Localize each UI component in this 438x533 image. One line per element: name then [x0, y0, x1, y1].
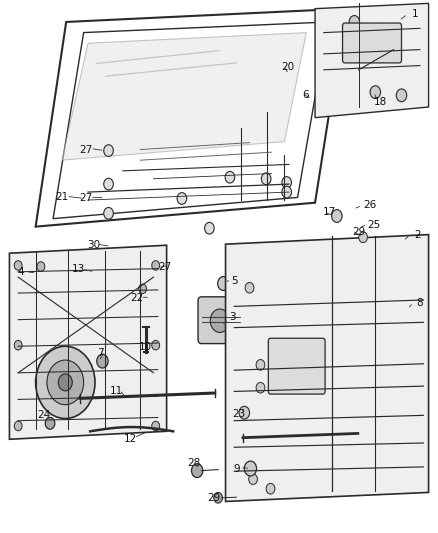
Polygon shape	[226, 235, 428, 502]
Circle shape	[239, 406, 250, 419]
Text: 29: 29	[352, 227, 365, 237]
Text: 7: 7	[97, 348, 103, 358]
Circle shape	[282, 186, 291, 198]
Circle shape	[225, 171, 235, 183]
Circle shape	[152, 421, 159, 431]
Circle shape	[282, 176, 291, 188]
Circle shape	[266, 483, 275, 494]
Circle shape	[152, 341, 159, 350]
Circle shape	[104, 207, 113, 219]
Text: 9: 9	[233, 464, 240, 473]
Text: 24: 24	[38, 410, 51, 421]
Text: 27: 27	[158, 262, 171, 271]
Text: 12: 12	[124, 434, 138, 445]
Circle shape	[359, 232, 367, 243]
Circle shape	[14, 341, 22, 350]
Text: 22: 22	[130, 293, 144, 303]
Polygon shape	[62, 33, 306, 160]
Text: 20: 20	[282, 62, 294, 72]
Circle shape	[214, 492, 223, 503]
Text: 10: 10	[139, 342, 152, 352]
Circle shape	[14, 421, 22, 431]
Text: 18: 18	[374, 96, 387, 107]
Circle shape	[256, 382, 265, 393]
Text: 2: 2	[414, 230, 421, 240]
Circle shape	[45, 417, 55, 429]
Circle shape	[35, 346, 95, 418]
Circle shape	[375, 23, 386, 36]
Text: 3: 3	[229, 312, 235, 322]
FancyBboxPatch shape	[268, 338, 325, 394]
Circle shape	[104, 145, 113, 157]
Circle shape	[205, 222, 214, 234]
Circle shape	[97, 354, 108, 368]
Circle shape	[218, 277, 229, 290]
Text: 6: 6	[302, 90, 309, 100]
Text: 8: 8	[417, 297, 423, 308]
Circle shape	[58, 374, 72, 391]
Text: 27: 27	[79, 193, 92, 204]
Circle shape	[37, 262, 45, 271]
Circle shape	[244, 461, 257, 476]
Text: 4: 4	[17, 267, 24, 277]
Text: 29: 29	[207, 492, 220, 503]
Text: 25: 25	[367, 220, 381, 230]
Text: 1: 1	[412, 9, 419, 19]
Text: 5: 5	[231, 277, 237, 286]
Circle shape	[249, 474, 258, 484]
FancyBboxPatch shape	[343, 23, 402, 63]
Circle shape	[396, 89, 407, 102]
Circle shape	[245, 282, 254, 293]
Text: 13: 13	[72, 264, 85, 274]
Circle shape	[261, 173, 271, 184]
Circle shape	[191, 464, 203, 478]
Text: 11: 11	[110, 386, 123, 397]
Circle shape	[177, 192, 187, 204]
Polygon shape	[10, 245, 166, 439]
Circle shape	[152, 261, 159, 270]
Polygon shape	[315, 3, 428, 118]
Circle shape	[349, 15, 360, 28]
Text: 21: 21	[55, 192, 68, 203]
Text: 28: 28	[187, 458, 200, 468]
FancyBboxPatch shape	[198, 297, 245, 344]
Circle shape	[47, 360, 84, 405]
Circle shape	[370, 86, 381, 99]
Text: 30: 30	[87, 240, 100, 250]
Circle shape	[256, 360, 265, 370]
Circle shape	[14, 261, 22, 270]
Circle shape	[139, 284, 147, 294]
Text: 17: 17	[322, 207, 336, 217]
Text: 26: 26	[363, 200, 376, 211]
Circle shape	[104, 178, 113, 190]
Circle shape	[332, 209, 342, 222]
Text: 23: 23	[232, 409, 245, 419]
Text: 27: 27	[79, 144, 92, 155]
Circle shape	[210, 309, 230, 333]
